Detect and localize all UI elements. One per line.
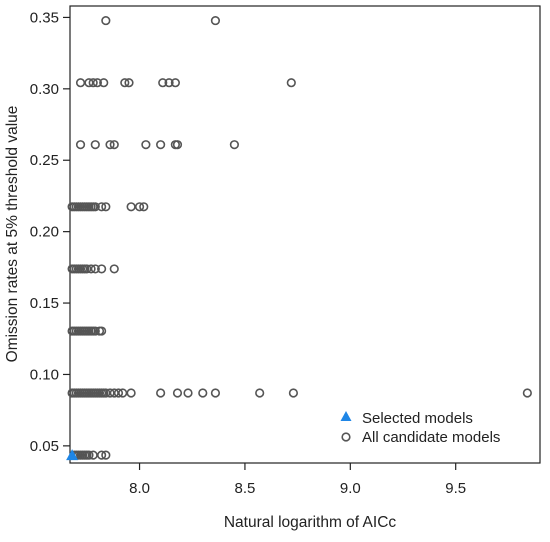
- x-axis-title: Natural logarithm of AICc: [224, 514, 397, 531]
- legend-selected-label: Selected models: [362, 410, 473, 427]
- y-tick-label: 0.15: [30, 295, 59, 312]
- candidate-model-point: [288, 388, 299, 398]
- candidate-model-point: [210, 388, 221, 398]
- candidate-model-point: [210, 15, 221, 26]
- legend-selected-marker: [340, 411, 352, 421]
- candidate-model-point: [170, 78, 180, 88]
- candidate-model-point: [172, 140, 183, 150]
- candidate-model-point: [75, 78, 86, 88]
- candidate-model-point: [86, 264, 96, 274]
- candidate-model-point: [118, 388, 128, 398]
- candidate-model-point: [84, 450, 94, 460]
- candidate-model-point: [82, 264, 92, 274]
- candidate-model-point: [156, 140, 166, 150]
- x-tick-label: 9.5: [445, 480, 466, 497]
- candidate-model-point: [105, 140, 115, 150]
- candidate-model-point: [97, 202, 107, 212]
- candidate-model-point: [522, 388, 532, 398]
- legend: Selected models All candidate models: [340, 410, 500, 446]
- candidate-model-point: [109, 388, 119, 398]
- candidate-model-point: [99, 78, 109, 88]
- x-tick-label: 8.0: [129, 480, 150, 497]
- candidate-model-point: [158, 78, 168, 88]
- candidate-model-point: [90, 140, 100, 150]
- candidate-model-point: [183, 388, 193, 398]
- candidate-model-point: [101, 388, 111, 398]
- selected-model-point: [66, 449, 79, 461]
- x-tick-label: 9.0: [340, 480, 361, 497]
- candidate-model-point: [124, 78, 134, 88]
- candidate-model-point: [113, 388, 124, 398]
- y-tick-label: 0.30: [30, 81, 59, 98]
- candidate-model-point: [101, 450, 111, 460]
- candidate-model-point: [126, 202, 136, 212]
- candidate-model-point: [139, 202, 149, 212]
- plot-frame: [69, 5, 541, 464]
- legend-candidate-label: All candidate models: [362, 429, 500, 446]
- candidate-model-point: [141, 140, 151, 150]
- y-tick-label: 0.05: [30, 438, 59, 455]
- candidate-model-point: [75, 140, 86, 150]
- x-axis: 8.0 8.5 9.0 9.5: [129, 463, 466, 497]
- candidate-model-point: [198, 388, 208, 398]
- candidate-model-point: [286, 78, 296, 88]
- candidate-model-point: [101, 202, 111, 212]
- candidate-model-point: [109, 140, 119, 150]
- candidate-model-point: [88, 78, 98, 88]
- candidate-model-point: [109, 264, 119, 274]
- candidate-model-point: [164, 78, 174, 88]
- candidate-model-point: [105, 388, 115, 398]
- y-tick-label: 0.20: [30, 224, 59, 241]
- y-tick-label: 0.10: [30, 366, 59, 383]
- y-axis-title: Omission rates at 5% threshold value: [4, 106, 21, 363]
- candidate-model-point: [120, 78, 130, 88]
- legend-candidate-marker: [341, 432, 351, 442]
- candidate-model-point: [90, 264, 100, 274]
- candidate-model-point: [134, 202, 145, 212]
- candidate-model-point: [97, 450, 107, 460]
- candidate-model-point: [92, 78, 102, 88]
- candidate-model-point: [255, 388, 265, 398]
- candidate-model-point: [97, 326, 107, 336]
- y-tick-label: 0.25: [30, 152, 59, 169]
- x-tick-label: 8.5: [235, 480, 256, 497]
- candidate-model-point: [90, 202, 100, 212]
- candidate-model-point: [101, 15, 111, 26]
- candidate-model-point: [88, 450, 98, 460]
- candidate-model-point: [172, 388, 183, 398]
- candidate-model-point: [126, 388, 136, 398]
- candidate-model-point: [90, 326, 100, 336]
- candidate-model-point: [97, 264, 107, 274]
- candidate-model-point: [84, 78, 94, 88]
- y-tick-label: 0.35: [30, 9, 59, 26]
- data-points: [66, 15, 532, 461]
- y-axis: 0.05 0.10 0.15 0.20 0.25 0.30 0.35: [30, 9, 70, 455]
- candidate-model-point: [229, 140, 239, 150]
- candidate-model-point: [156, 388, 166, 398]
